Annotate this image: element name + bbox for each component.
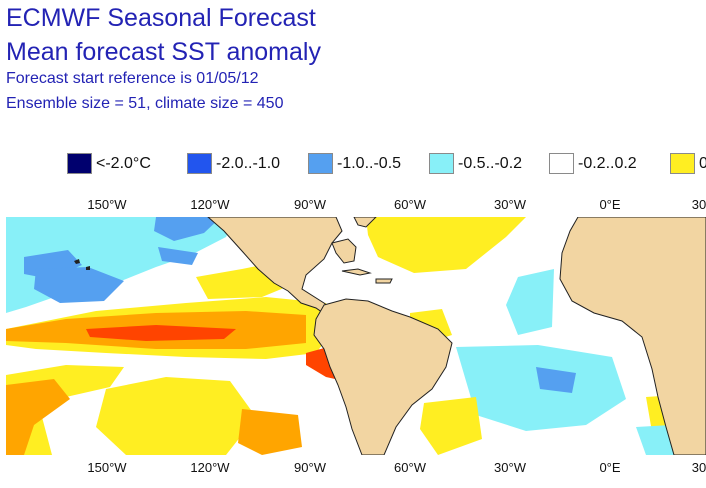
anomaly-region-cool <box>154 217 221 241</box>
anomaly-region-warm <box>86 325 236 341</box>
longitude-label: 150°W <box>87 460 127 475</box>
legend-swatch <box>187 153 212 174</box>
anomaly-region-cool <box>34 267 124 303</box>
longitude-label: 90°W <box>294 197 326 212</box>
land-south-america <box>313 298 453 455</box>
page-subtitle: Mean forecast SST anomaly <box>6 38 321 66</box>
anomaly-region-warm <box>96 377 256 455</box>
longitude-label: 30 <box>691 460 706 475</box>
legend-label: <-2.0°C <box>96 155 151 172</box>
longitude-label: 120°W <box>190 197 230 212</box>
legend-label: -0.2..0.2 <box>578 155 637 172</box>
ensemble-size-text: Ensemble size = 51, climate size = 450 <box>6 95 284 112</box>
anomaly-region-cool <box>158 247 198 265</box>
land-hawaii <box>86 266 90 270</box>
page-title: ECMWF Seasonal Forecast <box>6 4 316 32</box>
anomaly-region-warm <box>238 409 302 455</box>
legend-label: 0 <box>699 155 706 172</box>
land-africa <box>559 217 706 455</box>
longitude-label: 120°W <box>190 460 230 475</box>
land-hawaii <box>74 259 80 264</box>
sst-anomaly-map-canvas <box>6 217 706 455</box>
land-florida <box>331 238 357 264</box>
longitude-label: 0°E <box>599 460 621 475</box>
sst-anomaly-map <box>6 217 706 455</box>
land-north-america-east <box>353 217 377 228</box>
anomaly-region-warm <box>366 217 526 273</box>
longitude-label: 30°W <box>494 460 526 475</box>
legend-swatch <box>670 153 695 174</box>
longitude-label: 150°W <box>87 197 127 212</box>
anomaly-region-cool <box>536 367 576 393</box>
longitude-label: 30 <box>691 197 706 212</box>
legend-swatch <box>308 153 333 174</box>
legend-swatch <box>549 153 574 174</box>
anomaly-region-warm <box>420 397 482 455</box>
longitude-label: 0°E <box>599 197 621 212</box>
legend-label: -1.0..-0.5 <box>337 155 402 172</box>
anomaly-region-cool <box>506 269 554 335</box>
forecast-start-text: Forecast start reference is 01/05/12 <box>6 70 259 87</box>
longitude-label: 60°W <box>394 460 426 475</box>
legend-swatch <box>67 153 92 174</box>
longitude-label: 90°W <box>294 460 326 475</box>
longitude-axis-top: 150°W 120°W 90°W 60°W 30°W 0°E 30 <box>0 197 706 215</box>
longitude-label: 60°W <box>394 197 426 212</box>
legend-label: -0.5..-0.2 <box>458 155 523 172</box>
longitude-axis-bottom: 150°W 120°W 90°W 60°W 30°W 0°E 30 <box>0 460 706 478</box>
anomaly-region-warm <box>6 379 70 455</box>
legend-swatch <box>429 153 454 174</box>
longitude-label: 30°W <box>494 197 526 212</box>
land-cuba <box>341 268 372 276</box>
land-hispaniola <box>375 278 393 284</box>
legend-label: -2.0..-1.0 <box>216 155 281 172</box>
